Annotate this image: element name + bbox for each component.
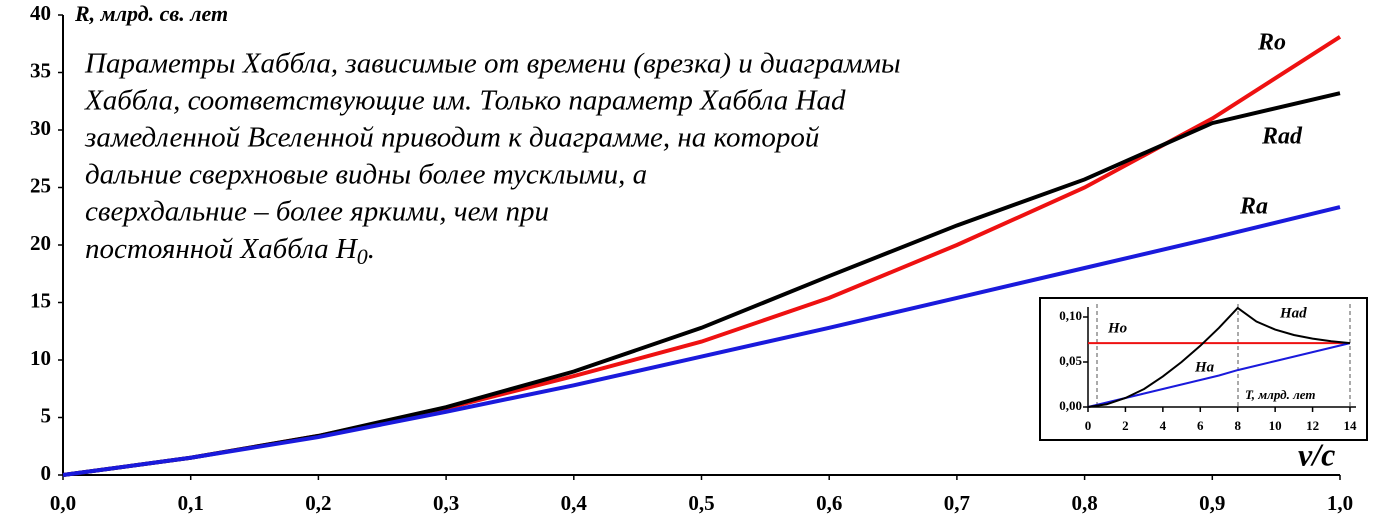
y-tick-label: 15 [30,288,51,312]
annotation-line: дальние сверхновые видны более тусклыми,… [85,159,647,191]
annotation-part: 0 [357,244,368,269]
annotation-line: сверхдальние – более яркими, чем при [85,196,549,228]
x-tick-label: 0 [1085,418,1092,433]
y-tick-label: 10 [30,346,51,370]
series-line [1087,342,1351,408]
y-tick-label: 35 [30,58,51,82]
x-axis-label: v/c [1298,436,1335,472]
annotation-line: постоянной Хаббла H0. [85,233,375,269]
x-tick-label: 10 [1269,418,1282,433]
x-tick-label: 0,3 [433,491,459,515]
series-label: Ro [1257,30,1286,56]
y-axis-label: R, млрд. св. лет [74,1,228,26]
x-tick-label: 0,8 [1071,491,1097,515]
y-tick-label: 0,00 [1059,398,1082,413]
series-label: Ra [1239,194,1268,220]
series-label: Ha [1194,359,1215,375]
x-tick-label: 1,0 [1327,491,1353,515]
x-tick-label: 6 [1197,418,1204,433]
x-tick-label: 0,6 [816,491,842,515]
x-tick-label: 0,9 [1199,491,1225,515]
annotation: Параметры Хаббла, зависимые от времени (… [84,48,901,269]
x-tick-label: 2 [1122,418,1129,433]
x-tick-label: 0,7 [944,491,970,515]
y-tick-label: 30 [30,116,51,140]
x-tick-label: 14 [1344,418,1358,433]
series-label: Had [1279,305,1307,321]
x-tick-label: 8 [1234,418,1241,433]
series-label: Ho [1107,320,1127,336]
y-tick-label: 40 [30,1,51,25]
x-axis-label: T, млрд. лет [1245,387,1315,402]
x-tick-label: 0,4 [561,491,588,515]
x-tick-label: 12 [1306,418,1319,433]
annotation-part: постоянной Хаббла H [85,233,359,265]
y-tick-label: 20 [30,231,51,255]
x-tick-label: 4 [1160,418,1167,433]
x-tick-label: 0,0 [50,491,76,515]
y-tick-label: 0 [41,461,52,485]
x-tick-label: 0,2 [305,491,331,515]
y-tick-label: 0,10 [1059,308,1082,323]
series-line [62,205,1341,477]
y-tick-label: 0,05 [1059,353,1082,368]
inset-frame [1039,297,1368,441]
annotation-part: . [368,233,375,265]
annotation-line: Параметры Хаббла, зависимые от времени (… [84,48,901,80]
y-tick-label: 25 [30,173,51,197]
series-label: Rad [1261,124,1303,150]
x-tick-label: 0,5 [688,491,714,515]
y-tick-label: 5 [41,403,52,427]
series-line [1087,306,1351,408]
annotation-line: замедленной Вселенной приводит к диаграм… [84,122,820,154]
x-tick-label: 0,1 [178,491,204,515]
annotation-line: Хаббла, соответствующие им. Только парам… [84,85,846,117]
